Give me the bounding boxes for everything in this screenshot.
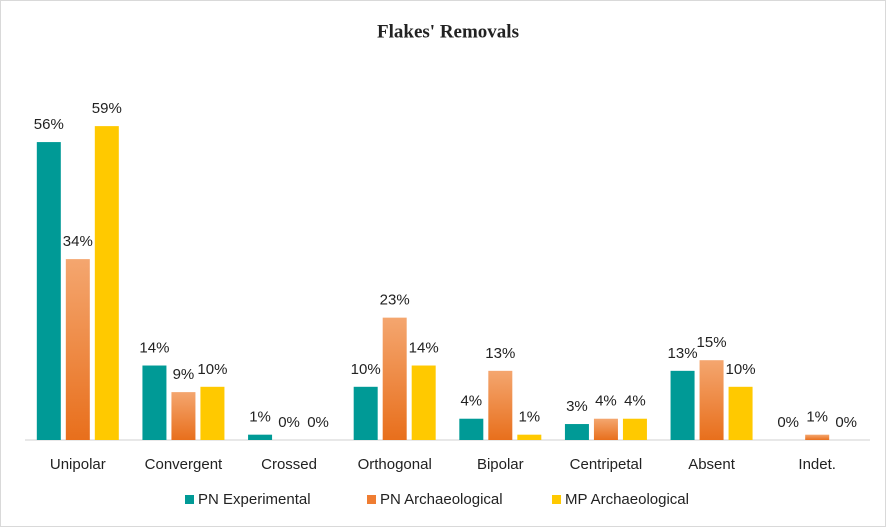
value-label: 14%	[409, 339, 439, 356]
value-label: 34%	[63, 233, 93, 250]
bar	[517, 434, 542, 440]
bar	[94, 126, 119, 441]
bar	[353, 386, 378, 440]
bar	[488, 370, 513, 440]
value-label: 15%	[697, 334, 727, 351]
bar	[670, 370, 695, 440]
bar	[382, 317, 407, 440]
bar	[142, 365, 167, 440]
value-label: 0%	[278, 414, 300, 431]
legend-swatch	[552, 495, 561, 504]
bar	[171, 392, 196, 440]
bar	[459, 418, 484, 440]
x-tick-label: Unipolar	[50, 456, 106, 473]
value-label: 4%	[460, 393, 482, 410]
value-label: 13%	[485, 345, 515, 362]
chart-title: Flakes' Removals	[377, 21, 519, 42]
value-label: 3%	[566, 398, 588, 415]
bar	[805, 434, 830, 440]
legend-swatch	[367, 495, 376, 504]
value-label: 10%	[726, 361, 756, 378]
bar	[200, 386, 225, 440]
legend-label: MP Archaeological	[565, 491, 689, 508]
value-label: 0%	[777, 414, 799, 431]
value-label: 4%	[595, 393, 617, 410]
bar	[564, 424, 589, 440]
value-label: 9%	[173, 366, 195, 383]
value-label: 59%	[92, 100, 122, 117]
value-label: 0%	[835, 414, 857, 431]
bar	[411, 365, 436, 440]
bar	[248, 434, 273, 440]
legend-label: PN Archaeological	[380, 491, 503, 508]
x-tick-label: Convergent	[145, 456, 223, 473]
value-label: 10%	[351, 361, 381, 378]
bar	[728, 386, 753, 440]
value-label: 13%	[668, 345, 698, 362]
bar	[593, 418, 618, 440]
x-tick-label: Orthogonal	[358, 456, 432, 473]
x-tick-label: Absent	[688, 456, 736, 473]
value-label: 0%	[307, 414, 329, 431]
legend-swatch	[185, 495, 194, 504]
value-label: 1%	[806, 409, 828, 426]
value-label: 1%	[518, 409, 540, 426]
value-label: 10%	[197, 361, 227, 378]
x-tick-label: Indet.	[798, 456, 836, 473]
bar	[622, 418, 647, 440]
x-tick-label: Bipolar	[477, 456, 524, 473]
legend-label: PN Experimental	[198, 491, 311, 508]
value-label: 14%	[139, 339, 169, 356]
bar	[36, 142, 61, 440]
x-tick-label: Centripetal	[570, 456, 643, 473]
value-label: 4%	[624, 393, 646, 410]
value-label: 1%	[249, 409, 271, 426]
value-label: 23%	[380, 292, 410, 309]
bar	[65, 259, 90, 440]
value-label: 56%	[34, 116, 64, 133]
bar	[699, 360, 724, 440]
x-tick-label: Crossed	[261, 456, 317, 473]
